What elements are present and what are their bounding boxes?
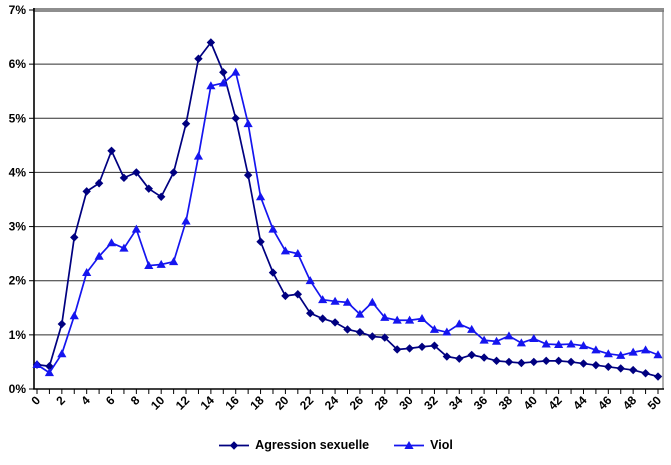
triangle-marker-icon (394, 440, 425, 449)
plot-border (33, 8, 664, 389)
x-tick-label: 14 (198, 393, 218, 413)
series-agression-sexuelle (32, 38, 663, 381)
y-tick-label: 4% (9, 165, 27, 179)
x-tick-label: 0 (28, 393, 43, 408)
x-tick-label: 22 (297, 393, 317, 413)
tick-marks (29, 9, 659, 394)
x-tick-label: 26 (347, 393, 367, 413)
legend-item-viol: Viol (393, 438, 453, 452)
x-tick-label: 36 (471, 393, 491, 413)
y-tick-label: 3% (9, 220, 27, 234)
x-tick-label: 28 (372, 393, 392, 413)
y-tick-label: 6% (9, 57, 27, 71)
x-tick-label: 40 (521, 393, 541, 413)
diamond-marker-icon (219, 440, 250, 450)
y-tick-label: 0% (9, 382, 27, 396)
x-tick-label: 24 (322, 393, 342, 413)
x-tick-label: 46 (595, 393, 615, 413)
y-tick-label: 2% (9, 274, 27, 288)
x-tick-label: 42 (545, 393, 565, 413)
x-tick-label: 18 (247, 393, 267, 413)
y-tick-label: 7% (9, 3, 27, 17)
x-tick-label: 50 (645, 393, 665, 413)
x-tick-label: 10 (148, 393, 168, 413)
x-tick-label: 30 (396, 393, 416, 413)
x-tick-label: 16 (222, 393, 242, 413)
legend-item-agression-sexuelle: Agression sexuelle (218, 438, 369, 452)
x-tick-label: 44 (570, 393, 590, 413)
x-tick-label: 32 (421, 393, 441, 413)
x-tick-label: 8 (128, 393, 143, 408)
legend-label-viol: Viol (430, 438, 453, 452)
series-viol (32, 67, 663, 377)
gridlines (34, 63, 663, 336)
legend: Agression sexuelle Viol (0, 438, 671, 452)
x-tick-label: 12 (173, 393, 193, 413)
line-chart-canvas: 0%1%2%3%4%5%6%7%0 2 4 6 8 10 12 14 16 18 20 22 24 26 2… (9, 3, 665, 413)
x-tick-label: 20 (272, 393, 292, 413)
x-tick-label: 34 (446, 393, 466, 413)
x-tick-label: 38 (496, 393, 516, 413)
legend-label-agression-sexuelle: Agression sexuelle (255, 438, 370, 452)
x-tick-label: 48 (620, 393, 640, 413)
y-tick-label: 1% (9, 328, 27, 342)
x-tick-label: 6 (103, 393, 118, 408)
x-tick-labels: 0 2 4 6 8 10 12 14 16 18 20 22 24 26 28 30 32 34 36 38 40 42 4… (28, 393, 664, 413)
y-tick-label: 5% (9, 111, 27, 125)
x-tick-label: 2 (53, 393, 68, 408)
y-tick-labels: 0% 1% 2% 3% 4% 5% 6% 7% (9, 3, 27, 396)
x-tick-label: 4 (78, 393, 93, 408)
